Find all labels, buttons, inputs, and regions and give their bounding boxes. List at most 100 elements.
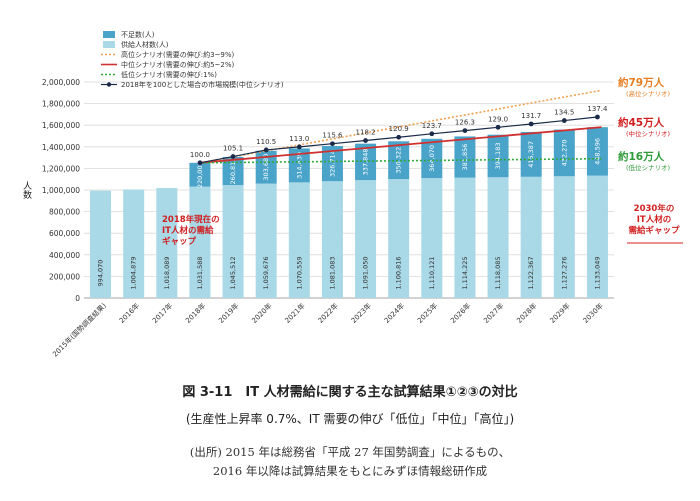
y-axis-label: 人数 [21, 181, 32, 200]
market-index-point [263, 147, 269, 153]
market-index-point [230, 154, 236, 159]
shortage-value-label: 415,387 [527, 141, 535, 168]
scenario-gap-label: 約79万人 [618, 76, 665, 89]
source-note-line1: (出所) 2015 年は総務省「平成 27 年国勢調査」によるもの、 [189, 445, 511, 459]
supply-bar [487, 177, 509, 298]
scenario-gap-label: 約45万人 [618, 116, 665, 129]
supply-bar [321, 181, 343, 298]
shortage-value-label: 337,848 [362, 148, 370, 175]
shortage-bar [189, 162, 211, 187]
x-tick-label: 2030年 [581, 301, 605, 325]
supply-value-label: 1,110,121 [428, 256, 436, 289]
annotation-2030: IT人材の [637, 214, 671, 225]
shortage-value-label: 220,000 [196, 161, 204, 188]
y-tick-label: 800,000 [49, 208, 80, 217]
legend-label: 不足数(人) [121, 30, 155, 39]
shortage-bar [288, 148, 310, 183]
market-index-label: 113.0 [289, 135, 309, 143]
legend-label: 中位シナリオ(需要の伸び:約5~2%) [121, 60, 235, 69]
supply-value-label: 1,004,879 [130, 256, 138, 289]
shortage-bar [321, 145, 343, 182]
x-tick-label: 2016年 [117, 301, 141, 325]
legend-label: 低位シナリオ(需要の伸び:1%) [121, 70, 217, 79]
shortage-bar [255, 150, 277, 184]
supply-bar [90, 190, 112, 298]
market-index-point [528, 121, 534, 127]
market-index-point [363, 138, 368, 143]
figure-subtitle: (生産性上昇率 0.7%、IT 需要の伸び「低位」「中位」「高位」) [185, 412, 515, 426]
market-index-label: 115.6 [322, 132, 343, 140]
supply-bar [454, 177, 476, 298]
supply-value-label: 994,070 [97, 260, 105, 287]
figure-title: 図 3-11 IT 人材需給に関する主な試算結果①②③の対比 [182, 385, 518, 400]
shortage-value-label: 381,856 [461, 144, 469, 171]
supply-bar [288, 182, 310, 298]
legend-swatch-marker [106, 82, 112, 87]
shortage-value-label: 260,815 [229, 158, 237, 185]
market-index-point [396, 134, 402, 140]
y-tick-label: 600,000 [49, 229, 80, 238]
shortage-bar [355, 143, 377, 181]
shortage-value-label: 394,183 [494, 143, 502, 170]
annotation-2018: IT人材の需給 [162, 225, 214, 236]
x-tick-label: 2021年 [283, 301, 307, 325]
supply-value-label: 1,100,816 [395, 256, 403, 289]
x-tick-label: 2028年 [515, 301, 539, 325]
supply-value-label: 1,133,049 [593, 256, 601, 289]
shortage-bar [520, 131, 542, 177]
market-index-point [429, 131, 435, 137]
y-tick-label: 1,200,000 [42, 164, 80, 173]
market-index-label: 120.9 [389, 125, 409, 133]
market-index-point [296, 144, 302, 150]
x-tick-label: 2029年 [548, 301, 572, 325]
supply-value-label: 1,018,089 [163, 256, 171, 289]
it-talent-chart: 0 200,000 400,000 600,000 800,000 1,000,000 1,… [21, 30, 683, 359]
shortage-value-label: 303,680 [262, 154, 270, 181]
y-tick-label: 1,000,000 [42, 186, 80, 195]
shortage-value-label: 314,439 [295, 152, 303, 179]
shortage-value-label: 364,070 [428, 145, 436, 172]
supply-value-label: 1,091,050 [362, 256, 370, 289]
legend-label: 2018年を100とした場合の市場規模(中位シナリオ) [121, 80, 284, 89]
shortage-bar [487, 134, 509, 178]
supply-bar [421, 178, 443, 298]
supply-value-label: 1,070,559 [295, 256, 303, 289]
supply-value-label: 1,045,512 [229, 256, 237, 289]
supply-value-label: 1,118,085 [494, 256, 502, 289]
legend-label: 高位シナリオ(需要の伸び:約3~9%) [121, 50, 235, 59]
x-tick-label: 2026年 [448, 301, 472, 325]
supply-bar [123, 189, 145, 298]
shortage-value-label: 448,596 [593, 138, 601, 165]
shortage-value-label: 432,270 [560, 139, 568, 166]
market-index-label: 134.5 [554, 109, 574, 117]
supply-value-label: 1,114,225 [461, 256, 469, 289]
source-note-line2: 2016 年以降は試算結果をもとにみずほ情報総研作成 [212, 464, 488, 478]
supply-bar [388, 179, 410, 298]
supply-bar [355, 180, 377, 298]
market-index-label: 110.5 [256, 138, 276, 146]
shortage-value-label: 350,322 [395, 147, 403, 174]
y-tick-label: 1,800,000 [42, 100, 80, 109]
market-index-label: 123.7 [422, 122, 442, 130]
market-index-label: 100.0 [190, 151, 210, 159]
market-index-point [197, 160, 203, 166]
y-tick-label: 1,400,000 [42, 143, 80, 152]
supply-value-label: 1,031,588 [196, 256, 204, 289]
mid-scenario-line [199, 126, 602, 164]
y-tick-label: 400,000 [49, 251, 80, 260]
x-tick-label: 2015年(国勢調査結果) [51, 301, 109, 359]
market-index-label: 118.2 [356, 129, 376, 137]
annotation-2018: 2018年現在の [162, 214, 220, 225]
x-tick-label: 2022年 [316, 301, 340, 325]
supply-bar [156, 188, 178, 298]
legend-swatch [103, 41, 115, 48]
market-index-label: 105.1 [223, 145, 243, 153]
scenario-gap-sublabel: (高位シナリオ) [626, 89, 670, 98]
x-tick-label: 2018年 [183, 301, 207, 325]
market-index-point [462, 128, 468, 134]
supply-bar [222, 185, 244, 298]
shortage-bar [454, 136, 476, 178]
supply-value-label: 1,081,083 [328, 256, 336, 289]
shortage-bar [421, 138, 443, 179]
market-index-label: 126.3 [455, 119, 475, 127]
